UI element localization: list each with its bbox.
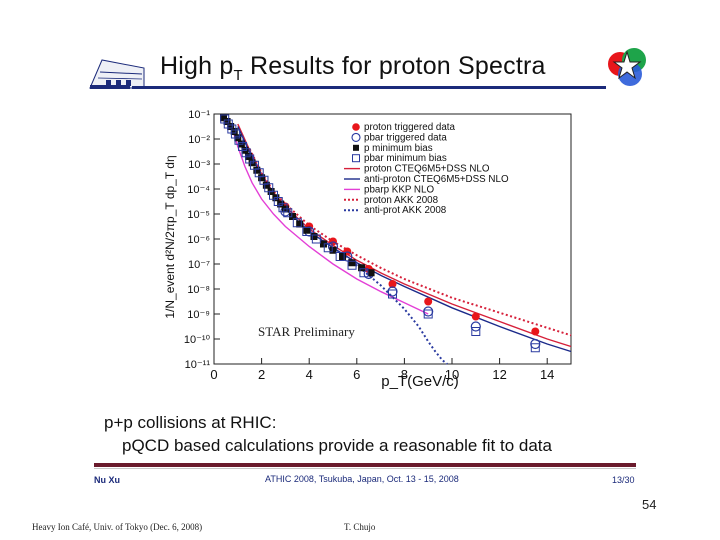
data-point xyxy=(471,327,481,336)
legend-marker xyxy=(351,132,361,142)
description-line-1: p+p collisions at RHIC: xyxy=(104,413,277,432)
x-tick-label: 0 xyxy=(210,367,217,382)
data-point xyxy=(359,268,369,278)
data-point xyxy=(259,175,269,185)
title-prefix: High p xyxy=(160,52,234,80)
data-point xyxy=(262,181,270,189)
star-preliminary-label: STAR Preliminary xyxy=(258,324,355,339)
legend-entry: anti-proton CTEQ6M5+DSS NLO xyxy=(364,174,509,185)
data-point xyxy=(311,234,321,244)
data-point xyxy=(292,218,302,228)
building-logo-icon xyxy=(89,59,145,89)
y-tick-label: 10⁻⁴ xyxy=(187,184,210,196)
y-tick-label: 10⁻² xyxy=(188,134,210,146)
inner-footer-page: 13/30 xyxy=(612,475,635,485)
data-point xyxy=(388,280,397,288)
data-point xyxy=(367,269,375,277)
data-point xyxy=(230,128,238,135)
data-point xyxy=(227,123,235,130)
data-point xyxy=(258,174,266,182)
legend-entry: pbar minimum bias xyxy=(364,153,447,164)
series-line-6 xyxy=(230,123,429,315)
y-tick-label: 10⁻¹ xyxy=(188,109,210,121)
data-point xyxy=(319,240,327,248)
legend-entry: proton triggered data xyxy=(364,122,456,133)
x-axis-label: p_T(GeV/c) xyxy=(381,373,459,390)
y-tick-label: 10⁻⁶ xyxy=(187,234,210,246)
data-point xyxy=(424,297,433,306)
x-tick-label: 10 xyxy=(445,367,459,382)
data-point xyxy=(531,327,540,336)
x-tick-label: 8 xyxy=(401,367,408,382)
title-underline xyxy=(132,86,606,89)
data-point xyxy=(335,252,345,261)
y-tick-label: 10⁻⁵ xyxy=(187,209,210,221)
inner-footer-author: Nu Xu xyxy=(94,475,120,485)
data-point xyxy=(323,243,333,253)
inner-footer-conference: ATHIC 2008, Tsukuba, Japan, Oct. 13 - 15… xyxy=(265,474,459,484)
data-point xyxy=(329,246,337,254)
legend-entry: p minimum bias xyxy=(364,143,433,154)
data-point xyxy=(273,197,283,206)
x-tick-label: 2 xyxy=(258,367,265,382)
data-point xyxy=(264,183,274,193)
x-tick-label: 4 xyxy=(306,367,313,382)
data-point xyxy=(254,168,264,178)
slide-number: 54 xyxy=(642,497,657,512)
y-tick-label: 10⁻⁹ xyxy=(187,309,210,321)
legend-entry: proton CTEQ6M5+DSS NLO xyxy=(364,164,490,175)
x-tick-label: 14 xyxy=(540,367,554,382)
footer-divider xyxy=(94,463,636,467)
data-point xyxy=(278,203,288,213)
footer-author: T. Chujo xyxy=(344,522,376,532)
data-point xyxy=(283,208,293,218)
legend-entry: pbar triggered data xyxy=(364,132,447,143)
data-point xyxy=(530,343,540,353)
data-point xyxy=(310,233,318,240)
proton-spectra-chart: 10⁻¹ 10⁻² 10⁻³ 10⁻⁴ 10⁻⁵ 10⁻⁶ 10⁻⁷ 10⁻⁸ 10⁻⁹ 10⁻¹… xyxy=(163,109,572,390)
data-point xyxy=(347,260,357,270)
title-suffix: Results for proton Spectra xyxy=(242,52,546,80)
data-point xyxy=(423,309,433,319)
data-point xyxy=(303,226,311,234)
y-tick-label: 10⁻⁸ xyxy=(187,284,210,296)
y-tick-label: 10⁻⁷ xyxy=(188,259,210,271)
y-axis-label: 1/N_event d²N/2πp_T dp_T dη xyxy=(163,155,177,318)
legend-marker xyxy=(352,123,360,131)
data-point xyxy=(339,253,347,260)
data-point xyxy=(249,160,259,170)
legend-marker xyxy=(353,144,359,151)
x-tick-label: 12 xyxy=(492,367,506,382)
data-point xyxy=(220,114,228,122)
data-point xyxy=(358,264,366,272)
description-line-2: pQCD based calculations provide a reason… xyxy=(122,436,552,455)
series-line-7 xyxy=(248,148,572,337)
data-point xyxy=(296,220,304,228)
data-point xyxy=(470,321,481,332)
data-point xyxy=(388,289,397,299)
data-point xyxy=(289,213,297,220)
title-subscript: T xyxy=(233,67,243,84)
data-point xyxy=(471,312,480,321)
data-point xyxy=(302,227,312,236)
star-collaboration-logo-icon xyxy=(608,48,646,86)
legend-entry: pbarp KKP NLO xyxy=(364,184,434,195)
y-tick-label: 10⁻¹⁰ xyxy=(184,334,211,346)
data-point xyxy=(348,259,356,267)
legend-entry: proton AKK 2008 xyxy=(364,195,439,206)
data-point xyxy=(245,154,255,164)
legend-entry: anti-prot AKK 2008 xyxy=(364,205,447,216)
plot-frame xyxy=(213,113,572,365)
data-point xyxy=(269,190,278,200)
footer-divider-thin xyxy=(94,468,636,469)
x-tick-label: 6 xyxy=(353,367,360,382)
data-point xyxy=(223,118,231,125)
data-point xyxy=(253,166,261,174)
y-tick-label: 10⁻¹¹ xyxy=(185,359,211,371)
footer-venue: Heavy Ion Café, Univ. of Tokyo (Dec. 6, … xyxy=(32,522,203,532)
page-title: High pT Results for proton Spectra xyxy=(160,52,620,84)
y-tick-label: 10⁻³ xyxy=(188,159,210,171)
legend-marker xyxy=(352,154,360,163)
